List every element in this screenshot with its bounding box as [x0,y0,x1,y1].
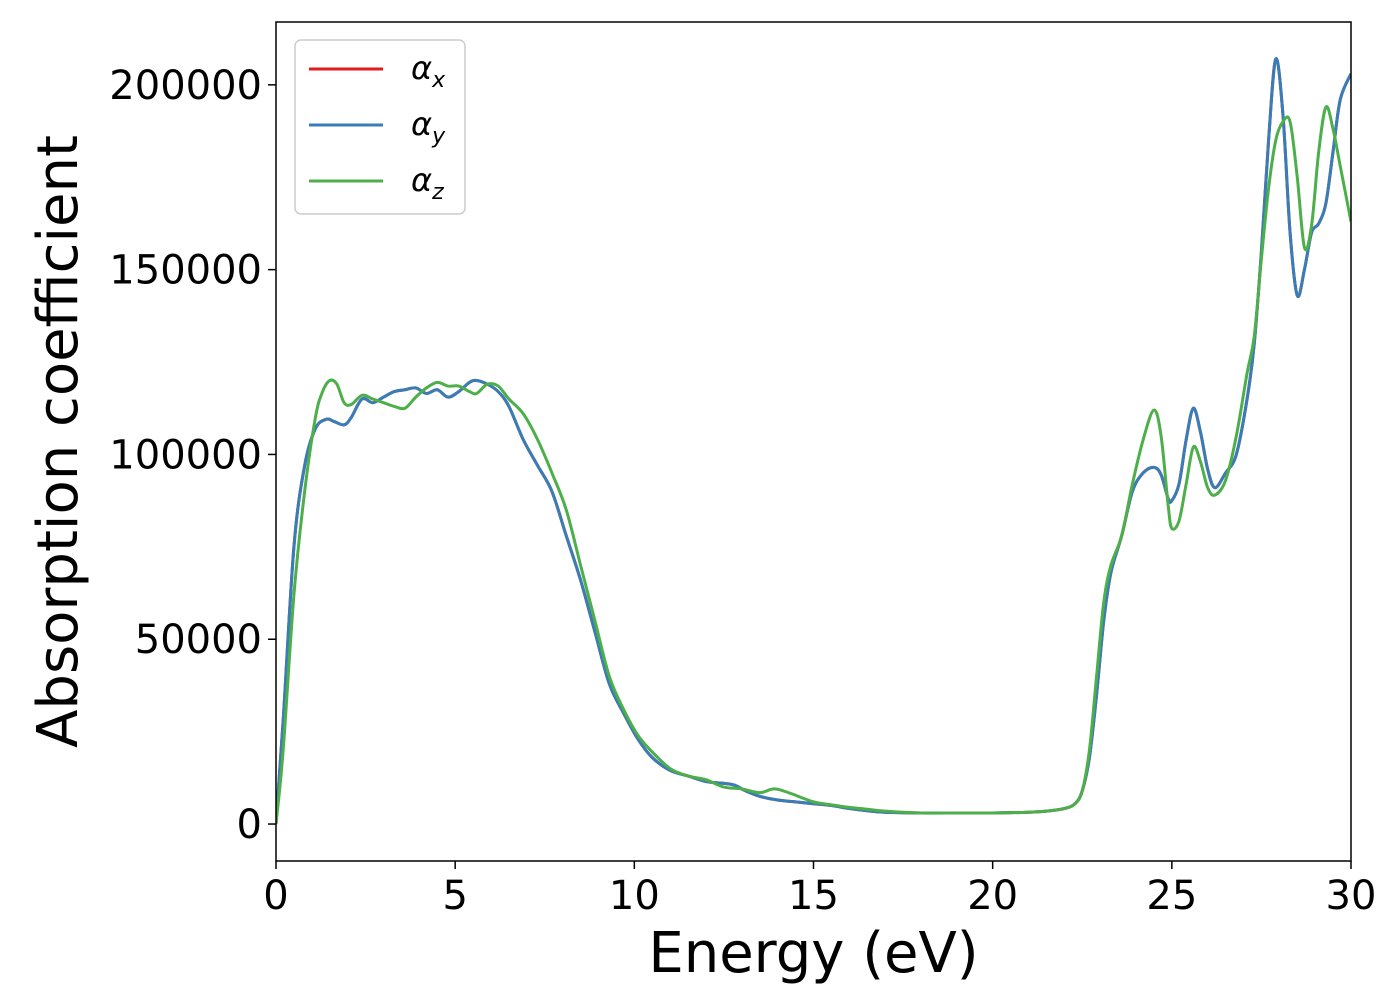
y-tick-label: 50000 [135,617,262,663]
y-axis-label: Absorption coefficient [26,135,91,748]
y-tick-label: 100000 [109,432,262,478]
x-tick-label: 0 [263,873,288,919]
x-tick-label: 5 [442,873,467,919]
legend-label-alpha-z: αz [411,161,444,205]
y-tick-label: 150000 [109,248,262,294]
y-tick-label: 200000 [109,63,262,109]
x-axis-label: Energy (eV) [648,921,978,986]
x-tick-label: 15 [788,873,839,919]
x-tick-label: 30 [1326,873,1377,919]
x-tick-label: 25 [1146,873,1197,919]
y-tick-label: 0 [237,802,262,848]
legend-box [294,39,466,215]
legend-label-alpha-x: αx [411,49,446,93]
legend-label-alpha-y: αy [411,105,446,149]
ticks-layer: 0 5 10 15 20 25 30 0 50000 100000 150000 200000 [109,63,1376,919]
series-line-alpha-z [276,104,1351,825]
series-layer [276,57,1351,825]
x-tick-label: 10 [609,873,660,919]
legend: αx αy αz [294,39,466,215]
x-tick-label: 20 [967,873,1018,919]
